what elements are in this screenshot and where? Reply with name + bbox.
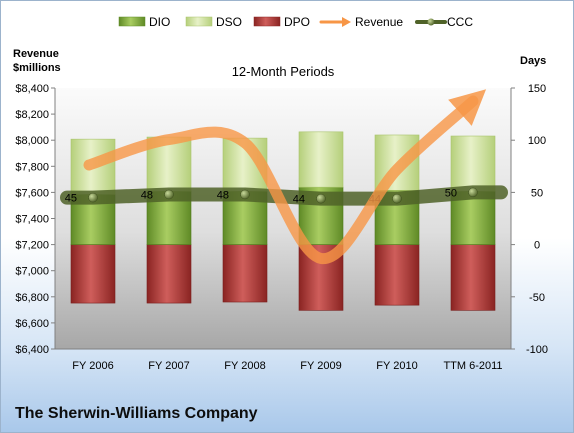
axes-layer: $6,400 $6,600 $6,800 $7,000 $7,200 $7,400 $7,6… xyxy=(15,83,548,372)
bar-dpo xyxy=(374,244,420,306)
x-tick-label: FY 2010 xyxy=(376,360,417,372)
ccc-data-label: 48 xyxy=(217,189,229,201)
left-tick-label: $8,200 xyxy=(15,109,49,121)
left-tick-label: $7,000 xyxy=(15,266,49,278)
ccc-point xyxy=(88,192,98,203)
ccc-data-label: 48 xyxy=(141,189,153,201)
left-tick-label: $7,800 xyxy=(15,161,49,173)
x-tick-label: FY 2009 xyxy=(300,360,341,372)
bar-dpo xyxy=(146,244,192,304)
left-tick-label: $6,800 xyxy=(15,292,49,304)
left-tick-label: $6,400 xyxy=(15,344,49,356)
right-tick-label: 50 xyxy=(531,187,543,199)
ccc-point xyxy=(392,193,402,204)
ccc-point xyxy=(240,189,250,200)
legend-swatch-dso xyxy=(185,16,213,27)
legend-label-dio: DIO xyxy=(149,15,170,29)
legend-item-dio: DIO xyxy=(118,15,170,29)
legend-item-ccc: CCC xyxy=(415,15,473,29)
legend-arrow-icon xyxy=(342,17,351,27)
right-tick-label: 150 xyxy=(528,83,546,95)
ccc-point xyxy=(316,193,326,204)
legend: DIO DSO DPO Revenue CCC xyxy=(118,15,473,29)
legend-item-dso: DSO xyxy=(185,15,242,29)
legend-label-revenue: Revenue xyxy=(355,15,403,29)
bar-dso xyxy=(298,131,344,188)
x-tick-label: FY 2006 xyxy=(72,360,113,372)
left-axis-title-line1: Revenue xyxy=(13,48,59,60)
ccc-data-label: 45 xyxy=(65,193,77,205)
left-tick-label: $7,600 xyxy=(15,187,49,199)
revenue-layer xyxy=(83,89,487,264)
right-tick-label: 100 xyxy=(528,135,546,147)
legend-marker-ccc xyxy=(427,18,435,26)
left-tick-label: $7,200 xyxy=(15,240,49,252)
legend-swatch-dio xyxy=(118,16,146,27)
left-tick-label: $8,400 xyxy=(15,83,49,95)
legend-swatch-dpo xyxy=(253,16,281,27)
legend-label-dpo: DPO xyxy=(284,15,310,29)
x-tick-label: TTM 6-2011 xyxy=(443,360,502,372)
revenue-line xyxy=(83,89,487,264)
right-tick-label: 0 xyxy=(534,240,540,252)
right-tick-label: -50 xyxy=(529,292,545,304)
bar-dpo xyxy=(450,244,496,311)
bar-dso xyxy=(450,135,496,192)
left-tick-label: $6,600 xyxy=(15,318,49,330)
x-tick-label: FY 2008 xyxy=(224,360,265,372)
legend-label-dso: DSO xyxy=(216,15,242,29)
left-axis-title-line2: $millions xyxy=(13,62,61,74)
left-tick-label: $7,400 xyxy=(15,214,49,226)
right-axis-title: Days xyxy=(520,55,546,67)
bar-dpo xyxy=(70,244,116,304)
ccc-data-label: 50 xyxy=(445,187,457,199)
ccc-point xyxy=(164,189,174,200)
bar-dpo xyxy=(222,244,268,303)
x-tick-label: FY 2007 xyxy=(148,360,189,372)
company-name: The Sherwin-Williams Company xyxy=(15,405,258,422)
left-tick-label: $8,000 xyxy=(15,135,49,147)
right-tick-label: -100 xyxy=(526,344,548,356)
legend-item-revenue: Revenue xyxy=(319,15,403,29)
chart-title: 12-Month Periods xyxy=(232,64,335,79)
legend-item-dpo: DPO xyxy=(253,15,310,29)
ccc-data-label: 44 xyxy=(293,194,305,206)
legend-label-ccc: CCC xyxy=(447,15,473,29)
ccc-point xyxy=(468,187,478,198)
